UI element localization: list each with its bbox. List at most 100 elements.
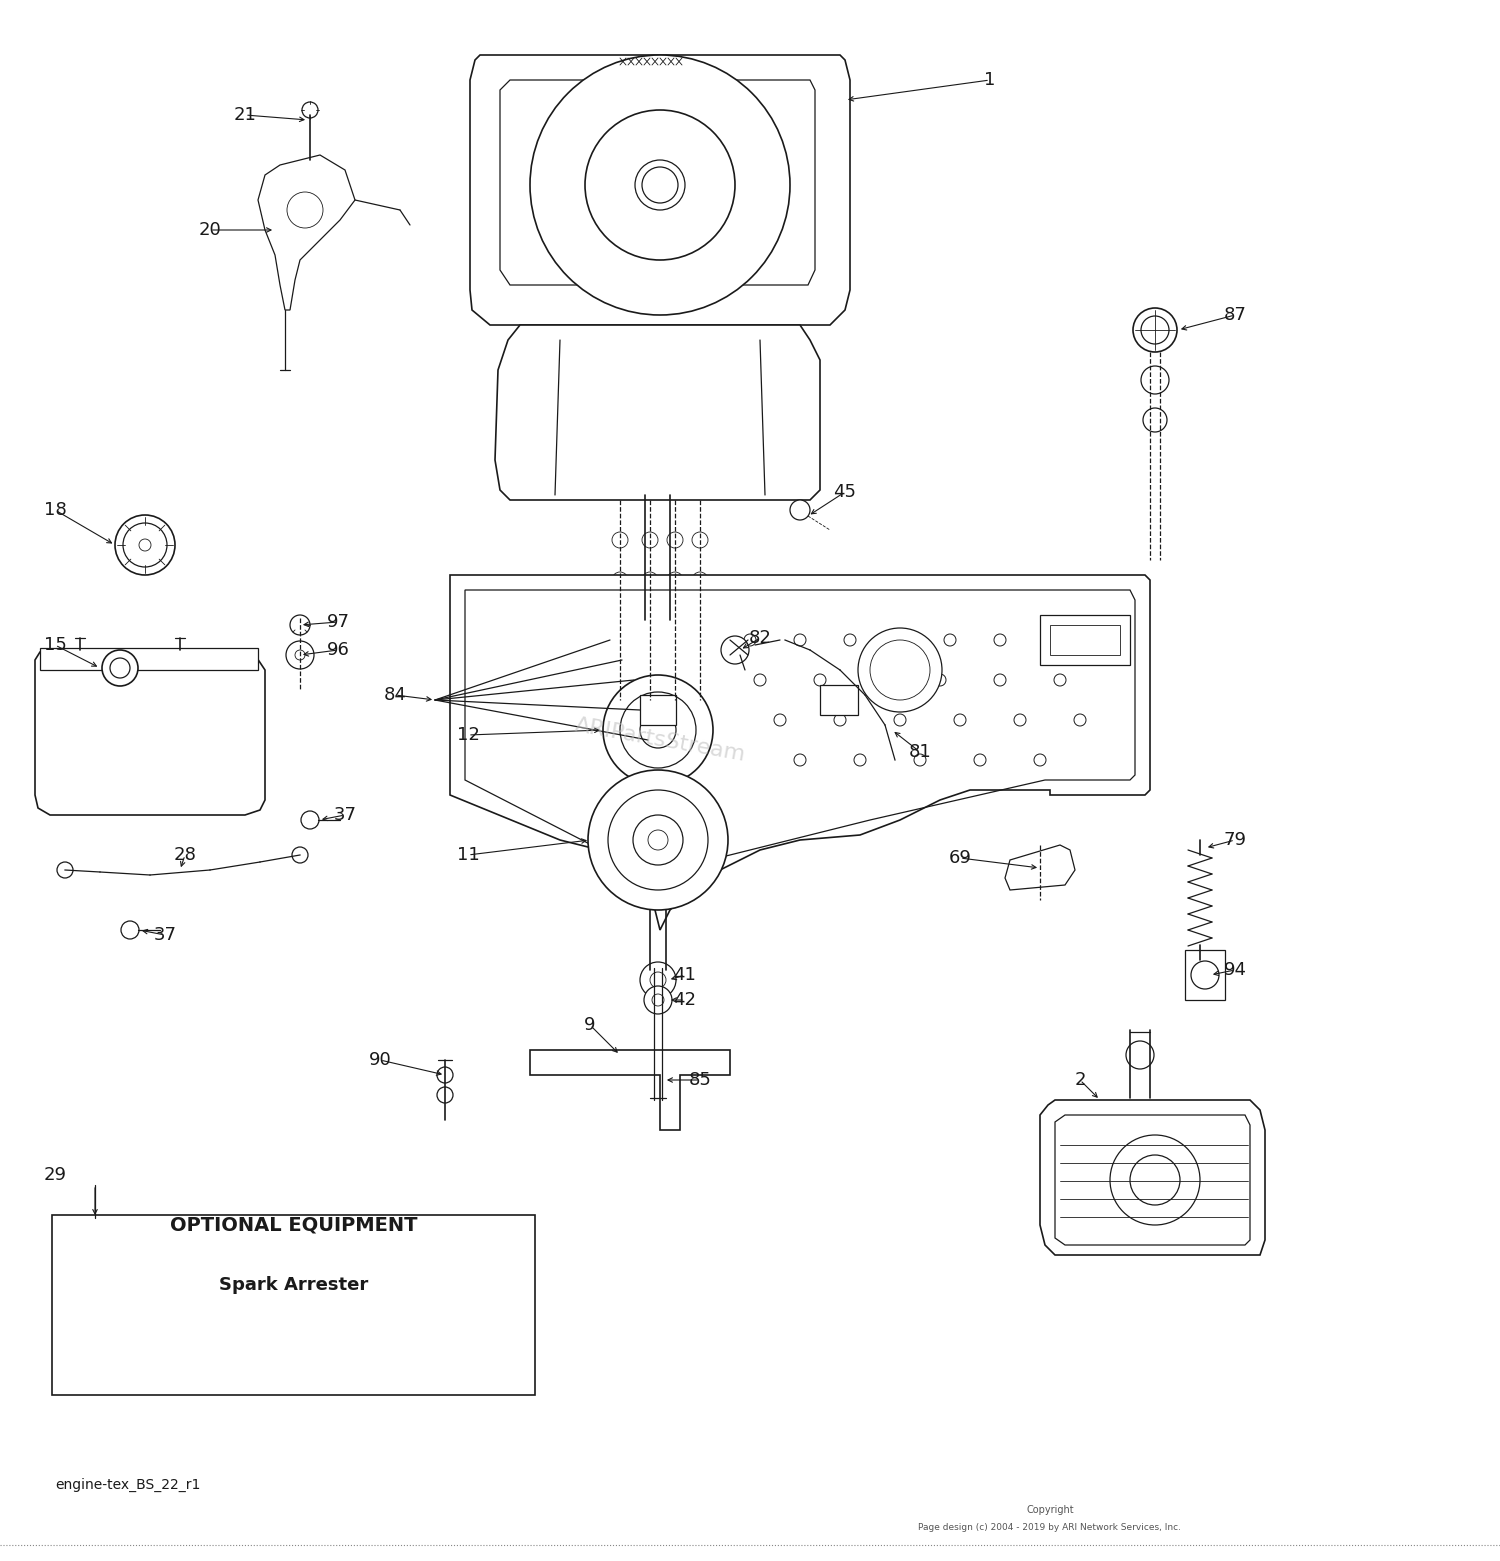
Circle shape: [642, 571, 658, 588]
Circle shape: [815, 674, 827, 685]
Polygon shape: [34, 649, 266, 815]
Text: 94: 94: [1224, 962, 1246, 979]
Circle shape: [1143, 407, 1167, 432]
Circle shape: [286, 642, 314, 670]
Circle shape: [585, 109, 735, 261]
Circle shape: [744, 634, 756, 646]
Circle shape: [302, 101, 318, 119]
Circle shape: [1074, 713, 1086, 726]
Circle shape: [914, 754, 926, 766]
Circle shape: [934, 674, 946, 685]
Circle shape: [994, 674, 1006, 685]
Text: 42: 42: [674, 991, 696, 1008]
Circle shape: [668, 571, 682, 588]
Bar: [1185, 951, 1225, 1001]
Circle shape: [794, 754, 806, 766]
Circle shape: [612, 532, 628, 548]
Circle shape: [834, 713, 846, 726]
Circle shape: [1132, 308, 1178, 351]
Circle shape: [774, 713, 786, 726]
Circle shape: [634, 159, 686, 211]
Circle shape: [894, 634, 906, 646]
Text: 37: 37: [153, 926, 177, 944]
Circle shape: [944, 634, 956, 646]
Text: 96: 96: [327, 642, 350, 659]
Circle shape: [894, 713, 906, 726]
Circle shape: [603, 674, 712, 785]
Circle shape: [292, 848, 308, 863]
Bar: [53, 1214, 536, 1396]
Circle shape: [858, 628, 942, 712]
Circle shape: [954, 713, 966, 726]
Text: 90: 90: [369, 1051, 392, 1069]
Circle shape: [633, 815, 682, 865]
Circle shape: [754, 674, 766, 685]
Circle shape: [140, 539, 152, 551]
Text: 37: 37: [333, 805, 357, 824]
Bar: [40, 648, 258, 670]
Circle shape: [57, 862, 74, 877]
Text: 41: 41: [674, 966, 696, 983]
Polygon shape: [1005, 845, 1076, 890]
Circle shape: [290, 615, 310, 635]
Circle shape: [640, 712, 676, 748]
Polygon shape: [1040, 1101, 1264, 1255]
Circle shape: [123, 523, 166, 567]
Circle shape: [1044, 634, 1056, 646]
Circle shape: [1034, 754, 1046, 766]
Polygon shape: [470, 55, 850, 325]
Text: 11: 11: [456, 846, 480, 863]
Text: 45: 45: [834, 482, 856, 501]
Circle shape: [1191, 962, 1219, 990]
Circle shape: [794, 634, 806, 646]
Circle shape: [286, 192, 322, 228]
Circle shape: [116, 515, 176, 574]
Text: 97: 97: [327, 613, 350, 631]
Circle shape: [530, 55, 790, 315]
Text: ARIPartsStream: ARIPartsStream: [573, 715, 747, 765]
Circle shape: [874, 674, 886, 685]
Circle shape: [790, 500, 810, 520]
Circle shape: [436, 1086, 453, 1104]
Circle shape: [436, 1068, 453, 1083]
Text: 1: 1: [984, 70, 996, 89]
Circle shape: [974, 754, 986, 766]
Circle shape: [1014, 713, 1026, 726]
Circle shape: [648, 830, 668, 851]
Circle shape: [612, 571, 628, 588]
Text: Page design (c) 2004 - 2019 by ARI Network Services, Inc.: Page design (c) 2004 - 2019 by ARI Netwo…: [918, 1524, 1182, 1533]
Circle shape: [692, 571, 708, 588]
Text: 85: 85: [688, 1071, 711, 1090]
Circle shape: [668, 612, 682, 628]
Bar: [821, 685, 858, 715]
Polygon shape: [530, 1051, 730, 1130]
Polygon shape: [500, 80, 814, 286]
Circle shape: [722, 635, 748, 663]
Text: 82: 82: [748, 629, 771, 646]
Text: 69: 69: [948, 849, 972, 866]
Text: OPTIONAL EQUIPMENT: OPTIONAL EQUIPMENT: [170, 1216, 417, 1235]
Polygon shape: [495, 325, 820, 500]
Circle shape: [650, 973, 666, 988]
Circle shape: [608, 790, 708, 890]
Circle shape: [122, 921, 140, 940]
Circle shape: [1130, 1155, 1180, 1205]
Text: 79: 79: [1224, 830, 1246, 849]
Text: 20: 20: [198, 222, 222, 239]
Text: 21: 21: [234, 106, 256, 123]
Text: Copyright: Copyright: [1026, 1505, 1074, 1516]
Bar: [1050, 624, 1120, 656]
Text: 81: 81: [909, 743, 932, 762]
Circle shape: [1094, 634, 1106, 646]
Circle shape: [588, 770, 728, 910]
Circle shape: [642, 532, 658, 548]
Circle shape: [102, 649, 138, 685]
Circle shape: [692, 612, 708, 628]
Text: 18: 18: [44, 501, 66, 518]
Circle shape: [642, 612, 658, 628]
Circle shape: [302, 812, 320, 829]
Polygon shape: [258, 155, 356, 311]
Circle shape: [994, 634, 1006, 646]
Circle shape: [668, 532, 682, 548]
Circle shape: [612, 612, 628, 628]
